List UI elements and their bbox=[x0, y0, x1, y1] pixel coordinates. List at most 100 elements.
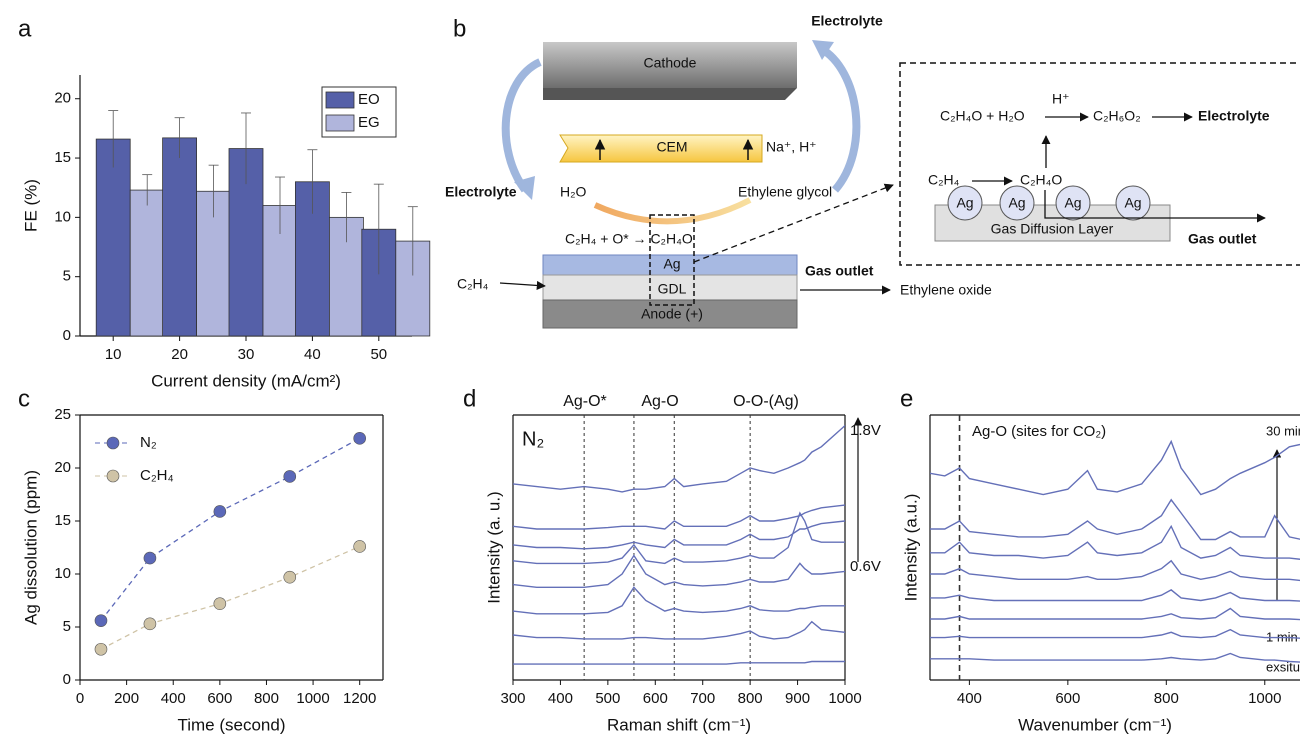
series-line bbox=[930, 500, 1300, 542]
point bbox=[144, 618, 156, 630]
x-tick-label: 1200 bbox=[343, 690, 376, 707]
series-line bbox=[930, 590, 1300, 602]
reaction-label: C₂H₄ + O* → C₂H₄O bbox=[565, 231, 693, 247]
y-tick-label: 10 bbox=[54, 208, 71, 225]
arrow bbox=[500, 283, 545, 286]
annotation: Ag-O bbox=[641, 393, 678, 410]
electrolyte-label: Electrolyte bbox=[445, 184, 517, 200]
x-tick-label: 800 bbox=[254, 690, 279, 707]
annotation: Ag-O (sites for CO₂) bbox=[972, 423, 1106, 440]
oxide-label: Ethylene oxide bbox=[900, 282, 992, 298]
ag-site-label: Ag bbox=[1064, 195, 1081, 211]
point bbox=[354, 540, 366, 552]
annotation: 1.8V bbox=[850, 422, 881, 439]
y-axis-label: FE (%) bbox=[21, 179, 40, 232]
panel-label: e bbox=[900, 385, 913, 412]
product-label: C₂H₆O₂ bbox=[1093, 108, 1141, 124]
series-line bbox=[513, 622, 845, 639]
layer-label: Gas Diffusion Layer bbox=[991, 221, 1114, 237]
gas-outlet-label: Gas outlet bbox=[1188, 231, 1257, 247]
legend-label: EO bbox=[358, 91, 380, 108]
panel-b-diagram: b Cathode Electrolyte CEM Na⁺, H⁺ Electr… bbox=[445, 13, 1300, 328]
x-tick-label: 1000 bbox=[1248, 690, 1281, 707]
y-axis-label: Intensity (a. u.) bbox=[484, 491, 503, 603]
x-tick-label: 600 bbox=[1055, 690, 1080, 707]
x-tick-label: 300 bbox=[500, 690, 525, 707]
bar bbox=[130, 190, 164, 336]
x-axis-label: Wavenumber (cm⁻¹) bbox=[1018, 715, 1172, 734]
legend-label: C₂H₄ bbox=[140, 467, 174, 484]
y-tick-label: 20 bbox=[54, 459, 71, 476]
legend-swatch bbox=[326, 92, 354, 108]
point bbox=[214, 505, 226, 517]
ag-site-label: Ag bbox=[956, 195, 973, 211]
cem-label: CEM bbox=[656, 139, 687, 155]
panel-label: c bbox=[18, 385, 30, 412]
ag-site-label: Ag bbox=[1008, 195, 1025, 211]
point bbox=[284, 571, 296, 583]
y-tick-label: 20 bbox=[54, 90, 71, 107]
cathode-label: Cathode bbox=[644, 55, 697, 71]
y-tick-label: 5 bbox=[63, 618, 71, 635]
glycol-label: Ethylene glycol bbox=[738, 184, 832, 200]
anode-label: Anode (+) bbox=[641, 306, 703, 322]
point bbox=[95, 643, 107, 655]
x-tick-label: 600 bbox=[643, 690, 668, 707]
legend-marker bbox=[107, 470, 119, 482]
y-tick-label: 15 bbox=[54, 512, 71, 529]
x-tick-label: 20 bbox=[171, 346, 188, 363]
annotation: Ag-O* bbox=[563, 393, 607, 410]
flow-arrow bbox=[820, 48, 856, 190]
x-tick-label: 700 bbox=[690, 690, 715, 707]
legend-marker bbox=[107, 437, 119, 449]
series-line bbox=[513, 662, 845, 665]
legend-swatch bbox=[326, 115, 354, 131]
cathode-side bbox=[543, 88, 797, 100]
point bbox=[354, 432, 366, 444]
y-tick-label: 0 bbox=[63, 671, 71, 688]
catalyst-label: H⁺ bbox=[1052, 91, 1070, 107]
flow-arrow bbox=[506, 62, 540, 190]
x-tick-label: 30 bbox=[238, 346, 255, 363]
reactants-label: C₂H₄O + H₂O bbox=[940, 108, 1025, 124]
feed-label: C₂H₄ bbox=[928, 172, 960, 188]
x-tick-label: 1000 bbox=[828, 690, 861, 707]
x-tick-label: 600 bbox=[207, 690, 232, 707]
series-line bbox=[930, 654, 1300, 663]
x-tick-label: 0 bbox=[76, 690, 84, 707]
series-line bbox=[930, 442, 1300, 495]
series-line bbox=[513, 513, 845, 563]
y-tick-label: 25 bbox=[54, 406, 71, 423]
bar bbox=[96, 139, 130, 336]
y-axis-label: Ag dissolution (ppm) bbox=[21, 470, 40, 625]
y-tick-label: 5 bbox=[63, 268, 71, 285]
feed-label: C₂H₄ bbox=[457, 276, 489, 292]
annotation: O-O-(Ag) bbox=[733, 393, 799, 410]
x-tick-label: 200 bbox=[114, 690, 139, 707]
electrolyte-label: Electrolyte bbox=[811, 13, 883, 29]
y-axis-label: Intensity (a.u.) bbox=[901, 494, 920, 602]
annotation: N₂ bbox=[522, 428, 544, 450]
annotation: 30 min bbox=[1266, 423, 1300, 438]
intermediate-label: C₂H₄O bbox=[1020, 172, 1062, 188]
x-tick-label: 50 bbox=[370, 346, 387, 363]
x-tick-label: 500 bbox=[595, 690, 620, 707]
gdl-label: GDL bbox=[658, 281, 687, 297]
x-axis-label: Raman shift (cm⁻¹) bbox=[607, 715, 751, 734]
point bbox=[144, 552, 156, 564]
x-tick-label: 900 bbox=[785, 690, 810, 707]
reaction-arc bbox=[595, 200, 750, 221]
x-tick-label: 800 bbox=[738, 690, 763, 707]
series-line bbox=[930, 526, 1300, 561]
ag-label: Ag bbox=[663, 256, 680, 272]
x-tick-label: 1000 bbox=[296, 690, 329, 707]
series-line bbox=[930, 630, 1300, 639]
y-tick-label: 10 bbox=[54, 565, 71, 582]
panel-label: d bbox=[463, 385, 476, 412]
panel-label: a bbox=[18, 15, 32, 42]
electrolyte-label: Electrolyte bbox=[1198, 108, 1270, 124]
x-tick-label: 400 bbox=[957, 690, 982, 707]
series-line bbox=[930, 561, 1300, 582]
point bbox=[95, 615, 107, 627]
x-tick-label: 10 bbox=[105, 346, 122, 363]
